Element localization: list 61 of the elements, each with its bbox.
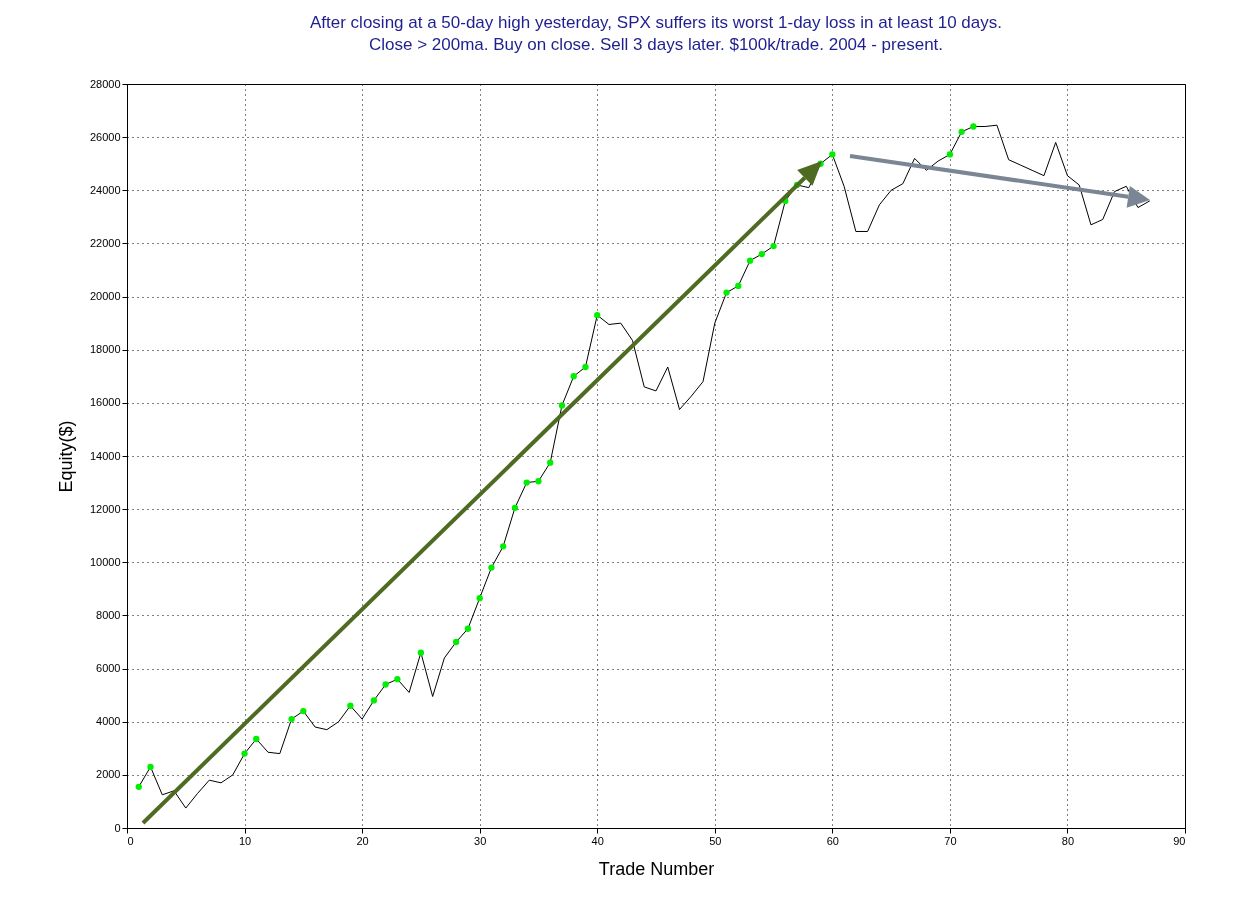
x-tick-label: 70: [944, 834, 957, 847]
point: [970, 123, 977, 130]
point: [535, 478, 542, 485]
y-axis-title: Equity($): [55, 420, 76, 493]
x-tick-label: 60: [826, 834, 839, 847]
x-tick-label: 90: [1173, 834, 1186, 847]
point: [394, 676, 401, 683]
point: [570, 373, 577, 380]
point: [547, 459, 554, 466]
y-tick-label: 8000: [96, 608, 121, 621]
point: [523, 479, 530, 486]
point: [147, 763, 154, 771]
y-tick-label: 2000: [96, 768, 121, 781]
x-tick-label: 50: [709, 834, 722, 847]
x-axis-title: Trade Number: [598, 858, 715, 879]
point: [288, 715, 295, 723]
y-tick-label: 22000: [89, 236, 121, 249]
y-tick-label: 28000: [89, 77, 121, 90]
x-tick-label: 30: [474, 834, 487, 847]
point: [511, 504, 519, 511]
x-tick-label: 40: [591, 834, 604, 847]
point: [829, 151, 836, 158]
point: [582, 363, 589, 371]
point: [476, 595, 483, 602]
point: [488, 564, 495, 571]
point: [723, 289, 730, 296]
y-tick-label: 24000: [89, 183, 121, 196]
point: [758, 250, 765, 258]
y-tick-label: 18000: [89, 343, 121, 356]
y-tick-label: 20000: [89, 290, 121, 303]
y-tick-label: 4000: [96, 715, 121, 728]
x-tick-label: 20: [356, 834, 369, 847]
point: [300, 707, 307, 715]
y-tick-label: 26000: [89, 130, 121, 143]
point: [464, 625, 472, 632]
point: [347, 702, 354, 709]
point: [241, 750, 248, 757]
point: [135, 783, 142, 790]
y-tick-label: 6000: [96, 662, 121, 675]
point: [735, 282, 742, 290]
point: [594, 312, 601, 319]
point: [370, 697, 378, 704]
y-tick-label: 16000: [89, 396, 121, 409]
x-tick-label: 0: [127, 834, 134, 847]
point: [946, 151, 954, 158]
point: [382, 681, 389, 688]
point: [500, 543, 507, 550]
point: [417, 649, 425, 656]
point: [770, 242, 777, 250]
chart-title: After closing at a 50-day high yesterday, SPX suffers its worst 1-day loss in at least 10 days. Close > 200ma. Buy on close. Sell 3 days later. $100k/trade. 2004 - present.: [310, 13, 1002, 54]
point: [452, 638, 460, 646]
y-tick-label: 10000: [89, 555, 121, 568]
point: [558, 402, 566, 409]
x-tick-label: 10: [238, 834, 252, 847]
y-tick-label: 12000: [89, 502, 121, 515]
point: [253, 735, 260, 743]
y-tick-label: 14000: [89, 449, 121, 462]
x-tick-label: 80: [1061, 834, 1075, 847]
point: [746, 257, 754, 264]
y-tick-label: 0: [114, 821, 121, 834]
point: [958, 128, 965, 135]
